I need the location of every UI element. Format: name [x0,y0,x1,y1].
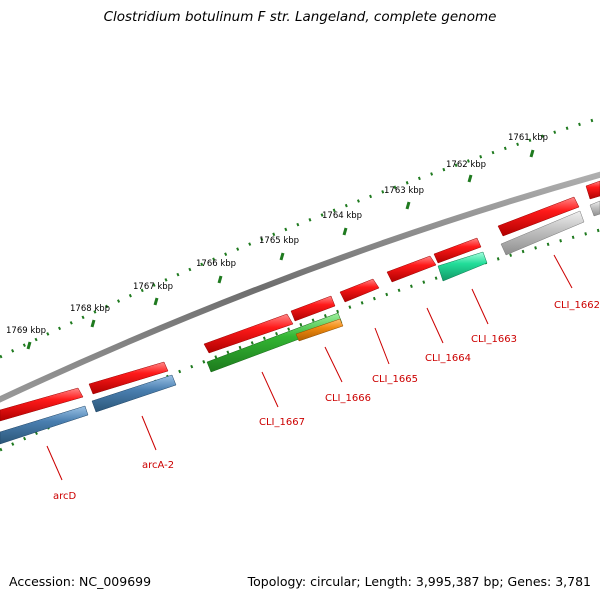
kbp-label: 1767 kbp [133,282,173,292]
gene-feature [290,295,336,322]
gene-feature [497,196,580,237]
gene-feature [91,374,177,413]
gene-feature [295,318,344,342]
gene-label: CLI_1664 [425,353,471,364]
kbp-label: 1766 kbp [196,259,236,269]
gene-label: CLI_1667 [259,417,305,428]
kbp-label: 1765 kbp [259,236,299,246]
kbp-label: 1762 kbp [446,160,486,170]
gene-feature [0,387,84,422]
gene-feature [589,200,600,217]
major-ticks [26,149,535,350]
gene-label: CLI_1662 [554,300,600,311]
gene-label: arcD [53,491,77,502]
kbp-label: 1761 kbp [508,133,548,143]
gene-feature [88,361,169,395]
kbp-label: 1764 kbp [322,211,362,221]
gene-feature [437,251,488,282]
gene-label: CLI_1663 [471,334,517,345]
scale-ring-outer [0,116,600,359]
gene-feature [500,210,585,256]
kbp-label: 1769 kbp [6,326,46,336]
gene-feature [0,405,89,445]
label-leaders [46,254,573,481]
gene-feature [585,180,600,200]
gene-label: CLI_1666 [325,393,371,404]
gene-feature [386,255,437,283]
genome-backbone [0,171,600,403]
gene-feature [339,278,380,303]
accession-text: Accession: NC_009699 [9,574,152,589]
kbp-label: 1763 kbp [384,186,424,196]
topology-summary: Topology: circular; Length: 3,995,387 bp… [247,574,591,589]
gene-feature [203,313,294,354]
gene-label: arcA-2 [142,460,174,471]
map-title: Clostridium botulinum F str. Langeland, … [103,9,497,25]
gene-feature [206,312,343,373]
kbp-label: 1768 kbp [70,304,110,314]
gene-label: CLI_1665 [372,374,418,385]
gene-feature [433,237,482,264]
